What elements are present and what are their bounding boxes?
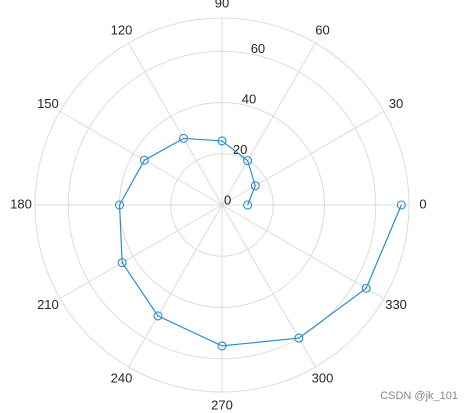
theta-grid-line — [221, 204, 385, 299]
data-line — [118, 137, 402, 347]
theta-tick-label: 180 — [10, 196, 32, 211]
data-point — [153, 311, 163, 321]
data-point — [396, 200, 406, 210]
theta-tick-label: 30 — [389, 96, 403, 111]
data-point — [139, 155, 149, 165]
theta-grid-line — [59, 204, 223, 299]
theta-tick-label: 60 — [315, 22, 329, 37]
theta-tick-label: 0 — [419, 196, 426, 211]
data-point — [294, 333, 304, 343]
data-point — [243, 200, 253, 210]
theta-tick-label: 210 — [37, 297, 59, 312]
data-point — [117, 258, 127, 268]
theta-tick-label: 270 — [211, 397, 233, 412]
data-point — [250, 181, 260, 191]
data-point — [114, 200, 125, 210]
r-grid-ring — [170, 153, 274, 257]
outer-ring — [34, 17, 410, 393]
theta-grid-line — [128, 42, 223, 206]
watermark: CSDN @jk_101 — [380, 390, 458, 402]
r-grid-ring — [67, 50, 377, 360]
data-point — [179, 133, 189, 143]
data-point — [217, 341, 227, 351]
r-tick-label: 0 — [224, 192, 231, 207]
r-tick-label: 40 — [242, 92, 256, 107]
theta-grid-line — [128, 204, 223, 368]
theta-tick-label: 90 — [215, 0, 229, 10]
r-tick-label: 60 — [251, 41, 265, 56]
theta-grid-line — [221, 111, 385, 206]
data-point — [243, 156, 253, 166]
theta-tick-label: 300 — [312, 371, 334, 386]
theta-grid-line — [221, 42, 316, 206]
theta-tick-label: 330 — [385, 297, 407, 312]
theta-tick-label: 120 — [111, 22, 133, 37]
data-point — [217, 136, 227, 146]
data-point — [361, 283, 371, 293]
theta-grid-line — [221, 204, 316, 368]
theta-tick-label: 150 — [37, 96, 59, 111]
r-tick-label: 20 — [233, 142, 247, 157]
theta-tick-label: 240 — [111, 371, 133, 386]
